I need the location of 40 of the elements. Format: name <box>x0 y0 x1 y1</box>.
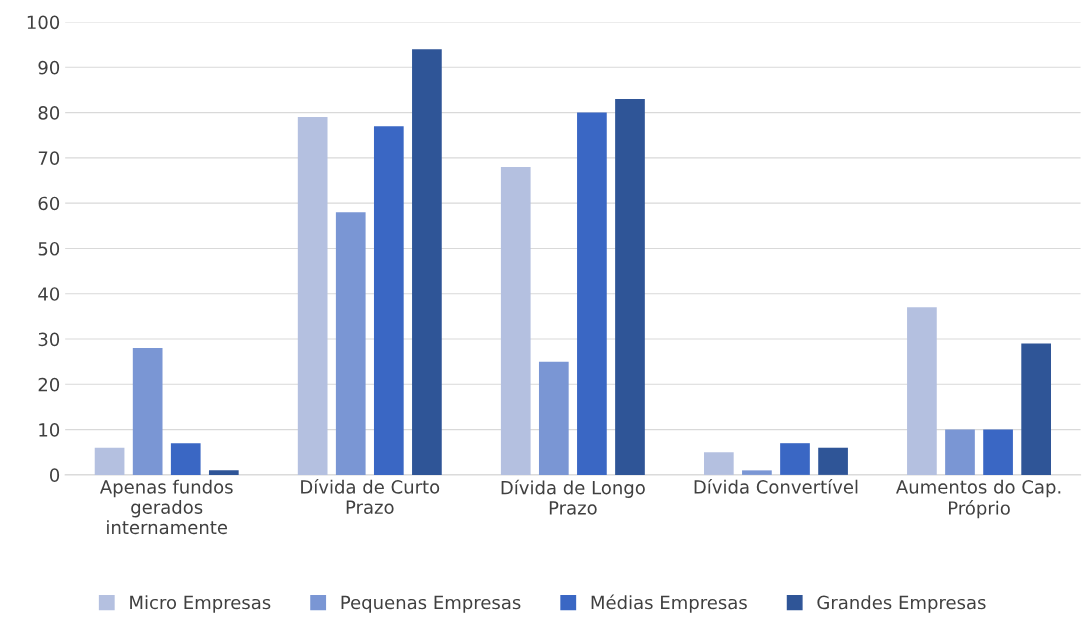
bar <box>742 470 772 475</box>
bar <box>538 361 569 475</box>
bar <box>945 429 975 475</box>
y-tick-label: 80 <box>38 106 60 120</box>
bar <box>818 447 848 475</box>
y-tick-label: 100 <box>27 15 60 30</box>
bar <box>297 117 328 475</box>
x-tick-label: Dívida Convertível <box>694 479 858 494</box>
bar <box>1021 343 1051 475</box>
legend-label: Micro Empresas <box>130 595 271 613</box>
x-tick-label: Aumentos do Cap. Próprio <box>896 479 1061 519</box>
y-tick-label: 40 <box>38 287 60 301</box>
bar <box>907 307 937 475</box>
bar <box>335 212 366 475</box>
y-tick-label: 20 <box>38 377 60 392</box>
bar <box>373 126 404 475</box>
bar <box>132 348 163 475</box>
y-tick-label: 70 <box>38 151 60 165</box>
y-tick-label: 60 <box>38 196 60 211</box>
bar <box>703 452 734 475</box>
bar <box>412 49 442 475</box>
legend-label: Pequenas Empresas <box>341 595 521 613</box>
x-tick-label: Apenas fundos gerados internamente <box>99 479 233 535</box>
y-tick-label: 30 <box>38 332 60 347</box>
bar <box>983 429 1013 475</box>
y-tick-label: 10 <box>39 423 60 437</box>
bar <box>208 470 239 475</box>
y-tick-label: 0 <box>50 468 60 483</box>
y-tick-label: 90 <box>38 60 60 75</box>
x-tick-label: Dívida de Longo Prazo <box>501 479 645 515</box>
bar <box>500 166 531 475</box>
bar <box>577 112 607 475</box>
bar <box>94 447 125 475</box>
y-tick-label: 50 <box>38 241 60 256</box>
legend-label: Médias Empresas <box>591 594 747 613</box>
x-tick-label: Dívida de Curto Prazo <box>301 479 440 514</box>
bar <box>780 443 810 475</box>
legend-label: Grandes Empresas <box>817 595 986 613</box>
bar <box>170 443 201 475</box>
bar <box>615 99 645 475</box>
